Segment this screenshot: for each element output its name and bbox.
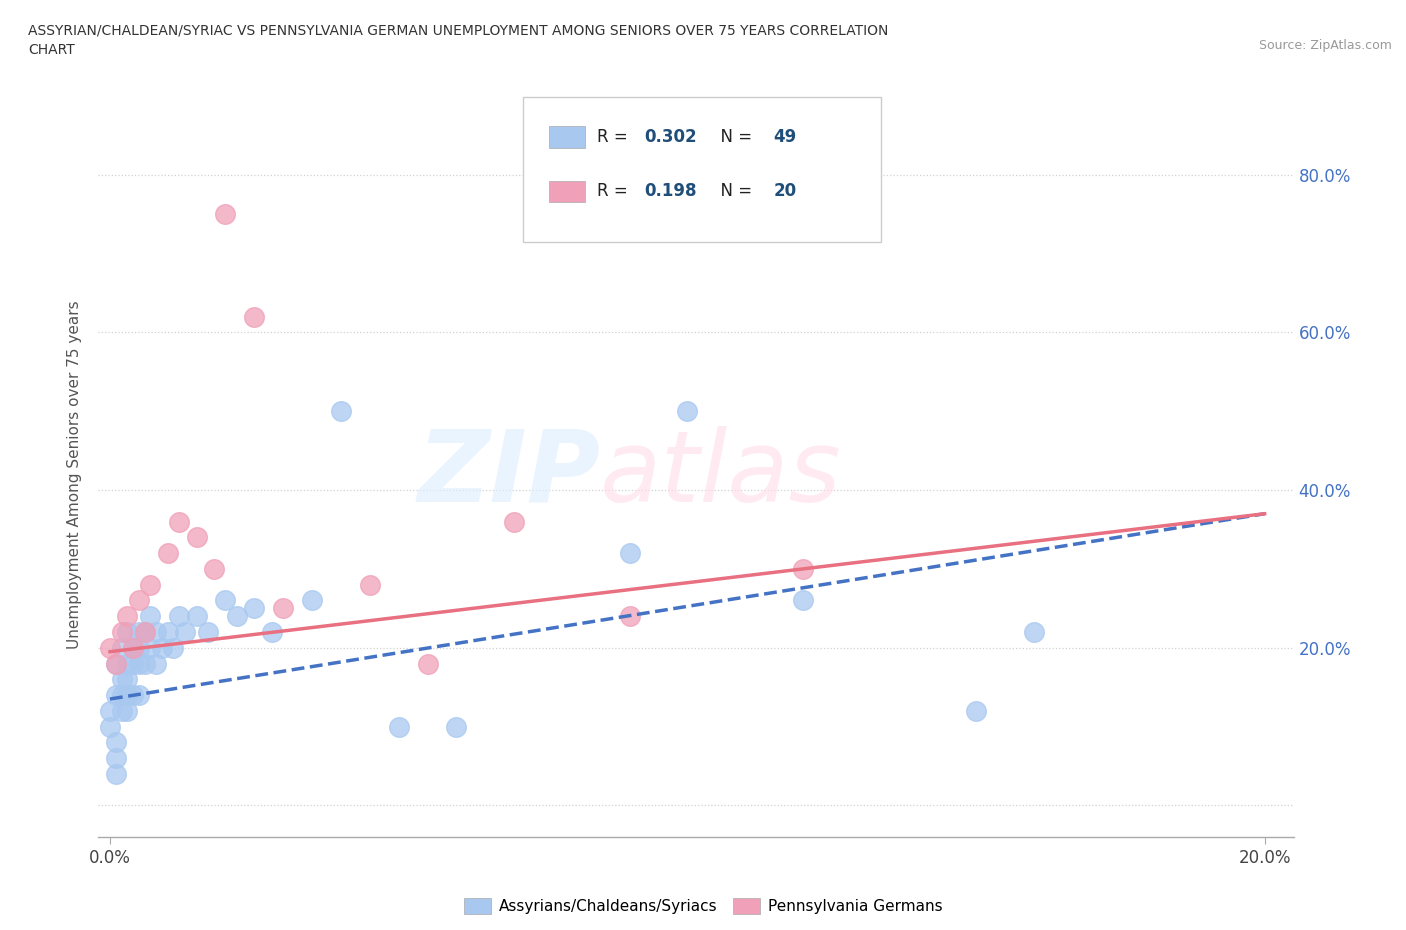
- Point: [150, 641, 173, 656]
- Point: [388, 719, 411, 734]
- Point: [214, 593, 236, 608]
- Point: [104, 656, 127, 671]
- Text: 20: 20: [773, 182, 797, 200]
- Text: N =: N =: [710, 128, 758, 146]
- Point: [117, 609, 139, 624]
- Point: [110, 703, 132, 718]
- Point: [139, 578, 162, 592]
- Point: [134, 656, 156, 671]
- Point: [1022, 625, 1045, 640]
- Point: [110, 671, 132, 686]
- Text: 0.302: 0.302: [644, 128, 697, 146]
- Point: [145, 625, 167, 640]
- Point: [446, 719, 468, 734]
- Point: [134, 625, 156, 640]
- Text: CHART: CHART: [28, 43, 75, 57]
- Point: [167, 609, 190, 624]
- Point: [104, 656, 127, 671]
- Point: [122, 656, 145, 671]
- Point: [965, 703, 987, 718]
- Text: ZIP: ZIP: [418, 426, 600, 523]
- Point: [139, 609, 162, 624]
- Point: [619, 609, 641, 624]
- Point: [271, 601, 294, 616]
- Point: [117, 703, 139, 718]
- Point: [145, 656, 167, 671]
- Point: [503, 514, 526, 529]
- Point: [110, 625, 132, 640]
- Point: [110, 641, 132, 656]
- Point: [128, 625, 150, 640]
- Point: [619, 546, 641, 561]
- Point: [329, 404, 352, 418]
- Point: [243, 601, 266, 616]
- Text: R =: R =: [596, 128, 633, 146]
- Point: [792, 593, 814, 608]
- Point: [202, 562, 225, 577]
- Point: [104, 751, 127, 765]
- Point: [134, 625, 156, 640]
- Text: R =: R =: [596, 182, 633, 200]
- Point: [156, 546, 179, 561]
- Point: [98, 641, 121, 656]
- Point: [139, 641, 162, 656]
- Point: [301, 593, 323, 608]
- Point: [110, 687, 132, 702]
- Point: [117, 656, 139, 671]
- Legend: Assyrians/Chaldeans/Syriacs, Pennsylvania Germans: Assyrians/Chaldeans/Syriacs, Pennsylvani…: [457, 892, 949, 921]
- Point: [122, 641, 145, 656]
- Point: [128, 687, 150, 702]
- Text: atlas: atlas: [600, 426, 842, 523]
- Point: [162, 641, 184, 656]
- Text: ASSYRIAN/CHALDEAN/SYRIAC VS PENNSYLVANIA GERMAN UNEMPLOYMENT AMONG SENIORS OVER : ASSYRIAN/CHALDEAN/SYRIAC VS PENNSYLVANIA…: [28, 23, 889, 37]
- Point: [792, 562, 814, 577]
- Point: [104, 687, 127, 702]
- Text: 0.198: 0.198: [644, 182, 697, 200]
- FancyBboxPatch shape: [548, 126, 585, 148]
- FancyBboxPatch shape: [523, 97, 882, 242]
- Point: [104, 766, 127, 781]
- Point: [359, 578, 381, 592]
- Point: [128, 641, 150, 656]
- Point: [122, 687, 145, 702]
- Point: [98, 703, 121, 718]
- Point: [117, 671, 139, 686]
- Point: [416, 656, 439, 671]
- Point: [174, 625, 197, 640]
- Point: [156, 625, 179, 640]
- Point: [117, 687, 139, 702]
- Point: [186, 530, 208, 545]
- Point: [243, 309, 266, 324]
- Text: N =: N =: [710, 182, 758, 200]
- Point: [167, 514, 190, 529]
- Point: [260, 625, 283, 640]
- Point: [117, 625, 139, 640]
- Point: [128, 593, 150, 608]
- Point: [128, 656, 150, 671]
- Text: 49: 49: [773, 128, 797, 146]
- Point: [676, 404, 699, 418]
- Point: [214, 206, 236, 221]
- Point: [186, 609, 208, 624]
- Text: Source: ZipAtlas.com: Source: ZipAtlas.com: [1258, 39, 1392, 52]
- Point: [197, 625, 219, 640]
- Point: [122, 641, 145, 656]
- Point: [226, 609, 249, 624]
- Point: [98, 719, 121, 734]
- FancyBboxPatch shape: [548, 180, 585, 203]
- Y-axis label: Unemployment Among Seniors over 75 years: Unemployment Among Seniors over 75 years: [67, 300, 83, 648]
- Point: [104, 735, 127, 750]
